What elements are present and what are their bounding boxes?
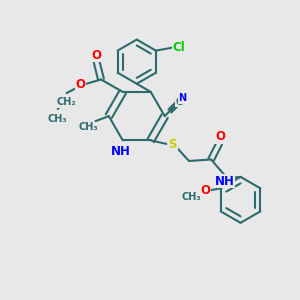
Text: CH₃: CH₃ bbox=[182, 192, 202, 202]
Text: N: N bbox=[178, 93, 187, 103]
Text: O: O bbox=[75, 78, 85, 91]
Text: O: O bbox=[200, 184, 210, 197]
Text: Cl: Cl bbox=[172, 41, 185, 54]
Text: O: O bbox=[92, 49, 102, 62]
Text: CH₃: CH₃ bbox=[78, 122, 98, 132]
Text: NH: NH bbox=[215, 175, 235, 188]
Text: O: O bbox=[216, 130, 226, 143]
Text: C: C bbox=[176, 97, 183, 107]
Text: CH₃: CH₃ bbox=[48, 114, 68, 124]
Text: NH: NH bbox=[110, 145, 130, 158]
Text: S: S bbox=[169, 138, 177, 151]
Text: CH₂: CH₂ bbox=[57, 98, 76, 107]
